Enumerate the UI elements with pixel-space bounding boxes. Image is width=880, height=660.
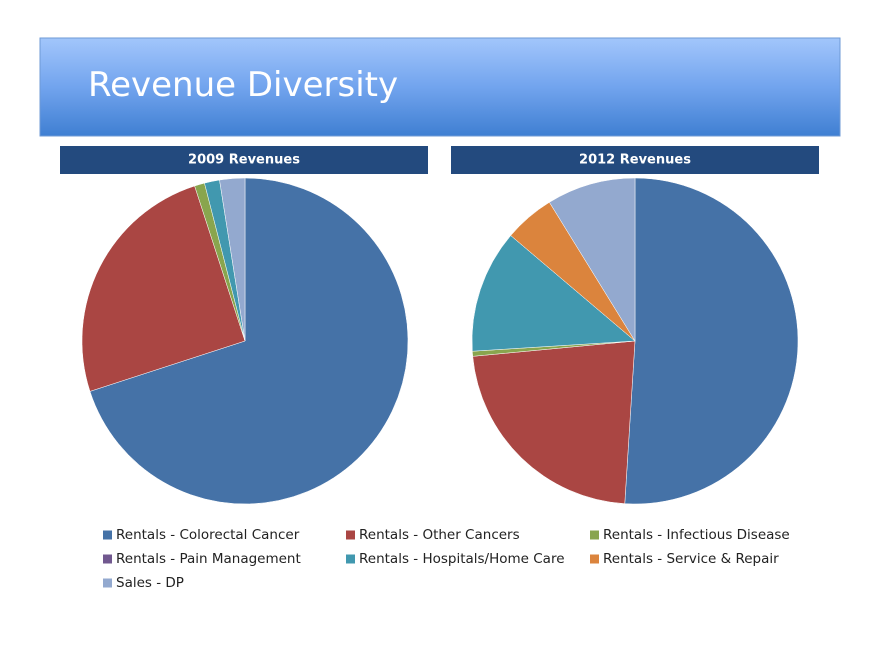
legend-swatch (346, 530, 355, 540)
legend-label: Rentals - Colorectal Cancer (116, 527, 300, 543)
slide-title: Revenue Diversity (88, 65, 398, 105)
pie-slice (219, 177, 246, 342)
pie-slice (472, 340, 636, 504)
legend-swatch (590, 530, 599, 540)
legend-label: Rentals - Other Cancers (359, 527, 520, 543)
pie-slice (471, 235, 636, 352)
chart-title: 2012 Revenues (579, 153, 691, 168)
legend-swatch (103, 578, 112, 588)
legend-label: Rentals - Hospitals/Home Care (359, 551, 565, 567)
legend-label: Rentals - Service & Repair (603, 551, 779, 567)
pie-slice (549, 177, 636, 342)
pie-slice (624, 177, 799, 505)
legend-label: Rentals - Infectious Disease (603, 527, 790, 543)
pie-slice (81, 185, 246, 392)
legend-label: Rentals - Pain Management (116, 551, 301, 567)
legend-swatch (103, 530, 112, 540)
header-band (39, 37, 841, 137)
chart-title-bar (451, 146, 819, 174)
legend-swatch (346, 554, 355, 564)
pie-slice (89, 177, 409, 505)
legend-swatch (103, 554, 112, 564)
chart-title: 2009 Revenues (188, 153, 300, 168)
legend-swatch (590, 554, 599, 564)
legend-label: Sales - DP (116, 575, 184, 591)
chart-title-bar (60, 146, 428, 174)
